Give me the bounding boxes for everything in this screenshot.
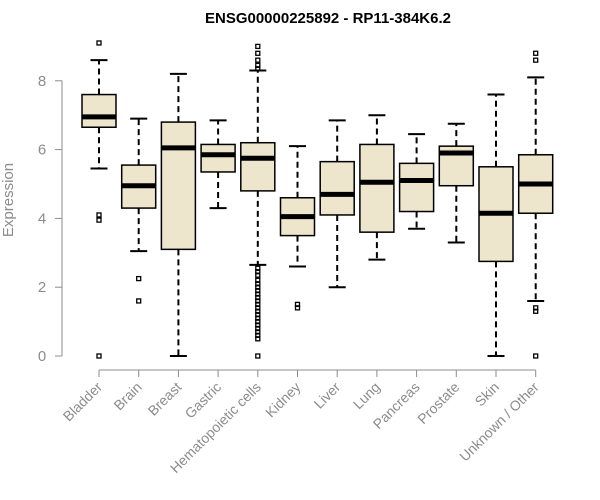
outlier-point — [294, 305, 301, 311]
iqr-box — [398, 162, 435, 213]
iqr-box — [200, 143, 236, 173]
y-tick-label: 2 — [38, 279, 46, 296]
outlier-point — [255, 57, 261, 63]
outlier-point — [136, 298, 142, 304]
outlier-point — [255, 43, 261, 50]
outlier-point — [255, 272, 261, 278]
outlier-point — [96, 217, 102, 223]
iqr-box — [81, 93, 117, 128]
x-tick-label: Bladder — [60, 379, 106, 425]
iqr-box — [240, 141, 276, 192]
outlier-point — [255, 50, 261, 56]
x-tick-label: Liver — [311, 379, 344, 412]
y-axis-label: Expression — [0, 163, 17, 237]
x-tick-label: Breast — [145, 379, 185, 419]
outlier-point — [533, 353, 539, 359]
outlier-point — [533, 308, 539, 314]
y-tick-label: 4 — [38, 210, 46, 227]
x-tick-label: Prostate — [414, 379, 462, 427]
iqr-box — [359, 143, 395, 233]
y-tick-label: 8 — [38, 73, 46, 90]
x-tick-label: Kidney — [262, 379, 304, 421]
outlier-point — [96, 212, 102, 218]
outlier-point — [96, 353, 102, 359]
y-tick-label: 6 — [38, 142, 46, 159]
x-tick-label: Lung — [350, 379, 383, 412]
y-tick-label: 0 — [38, 348, 46, 365]
chart-title: ENSG00000225892 - RP11-384K6.2 — [205, 10, 451, 27]
outlier-point — [255, 353, 261, 359]
outlier-point — [96, 40, 102, 46]
outlier-point — [136, 275, 142, 282]
outlier-point — [255, 336, 261, 342]
iqr-box — [160, 121, 197, 251]
outlier-point — [255, 66, 261, 72]
x-tick-label: Skin — [472, 379, 503, 410]
outlier-point — [533, 50, 539, 56]
x-tick-label: Brain — [110, 379, 144, 413]
iqr-box — [319, 160, 355, 216]
outlier-point — [533, 57, 539, 63]
